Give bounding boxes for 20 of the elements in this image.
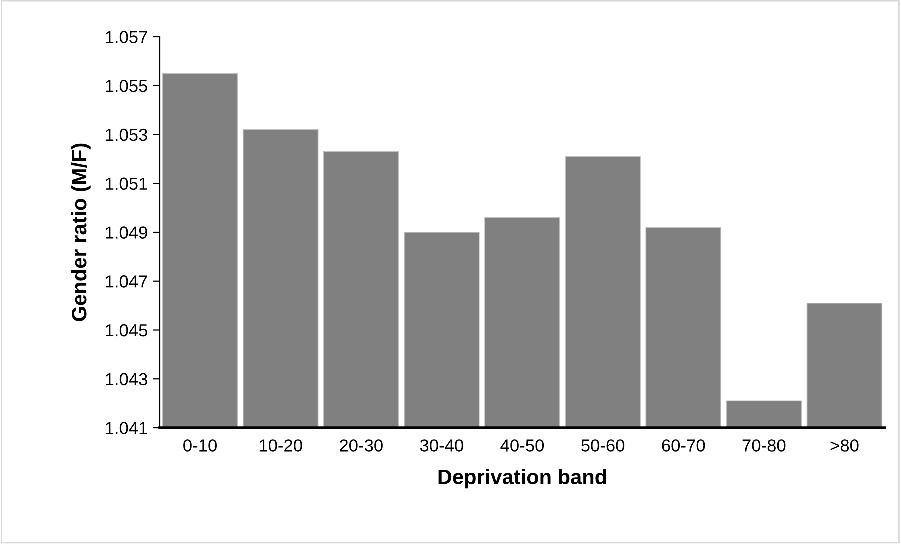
y-tick-label: 1.047 — [106, 276, 148, 288]
x-tick-label: 20-30 — [340, 440, 383, 452]
x-tick-label: 10-20 — [260, 440, 302, 452]
y-tick-label: 1.055 — [106, 80, 148, 92]
y-tick-label: 1.057 — [106, 31, 148, 44]
y-tick-label: 1.051 — [106, 178, 148, 190]
x-tick-label: 60-70 — [662, 440, 706, 452]
x-tick-label: 30-40 — [420, 440, 464, 452]
y-tick-label: 1.049 — [106, 226, 148, 239]
y-tick-label: 1.053 — [106, 128, 148, 142]
x-tick-label: 70-80 — [742, 440, 786, 452]
y-tick-label: 1.041 — [106, 422, 148, 434]
y-tick-label: 1.043 — [106, 373, 148, 386]
y-axis-title: Gender ratio (M/F) — [71, 144, 91, 322]
y-tick-label: 1.045 — [106, 324, 148, 337]
x-axis-title: Deprivation band — [438, 469, 606, 489]
x-tick-label: 0-10 — [184, 440, 217, 452]
x-tick-label: 40-50 — [500, 440, 544, 452]
x-tick-label: 50-60 — [582, 440, 625, 452]
x-tick-label: >80 — [830, 440, 859, 452]
